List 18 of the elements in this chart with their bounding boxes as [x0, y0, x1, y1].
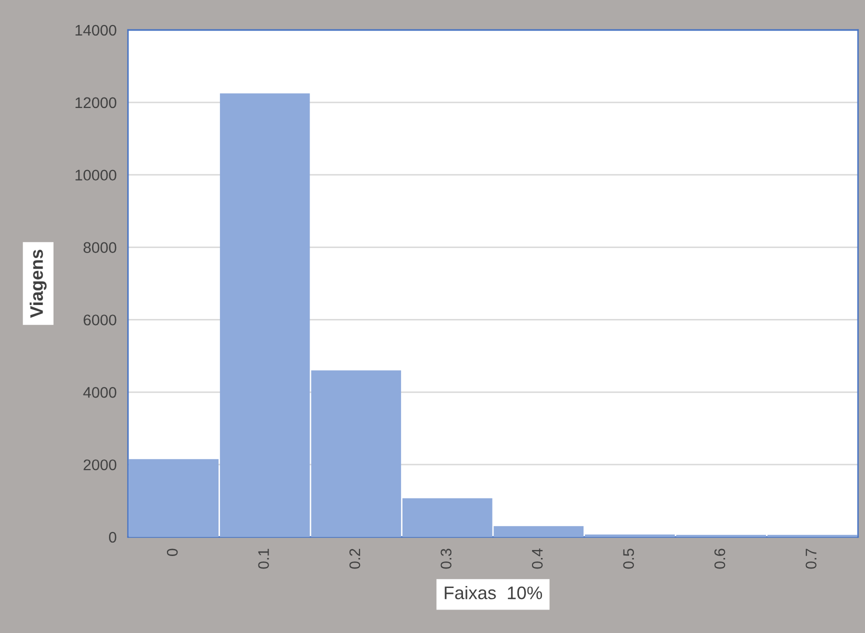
x-tick-label: 0.7 [806, 548, 816, 569]
y-tick-label: 0 [108, 532, 116, 543]
y-axis-title: Viagens [30, 250, 47, 318]
x-tick-label: 0.2 [349, 548, 360, 569]
x-axis-title: Faixas 10% [444, 586, 542, 600]
x-tick-label: 0.3 [440, 548, 452, 569]
y-tick-label: 6000 [84, 314, 116, 326]
y-tick-label: 14000 [76, 24, 116, 36]
x-tick-label: 0.6 [714, 548, 726, 569]
x-tick-label: 0 [166, 548, 178, 556]
y-tick-label: 10000 [76, 170, 116, 181]
y-tick-label: 12000 [76, 97, 116, 108]
y-tick-label: 4000 [83, 387, 116, 398]
x-tick-label: 0.5 [623, 548, 634, 569]
x-tick-label: 0.4 [532, 548, 543, 569]
y-tick-label: 2000 [84, 459, 116, 470]
y-tick-label: 8000 [84, 242, 116, 253]
x-tick-label: 0.1 [258, 548, 269, 569]
